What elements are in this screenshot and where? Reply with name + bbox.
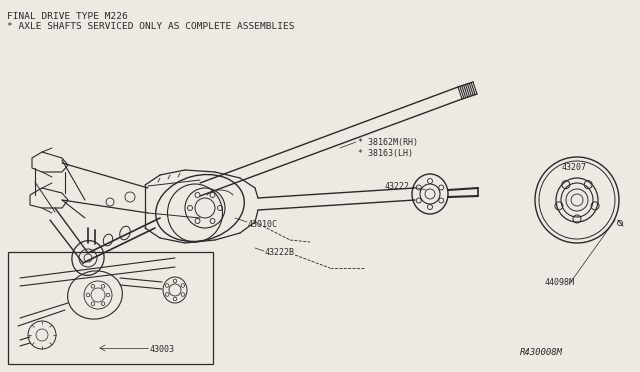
Text: 43222B: 43222B [265, 248, 295, 257]
Text: * 38163(LH): * 38163(LH) [358, 149, 413, 158]
Text: 43003: 43003 [150, 345, 175, 354]
Text: 44098M: 44098M [545, 278, 575, 287]
Text: R430008M: R430008M [520, 348, 563, 357]
Text: 43222: 43222 [385, 182, 410, 191]
Text: 43010C: 43010C [248, 220, 278, 229]
Text: * AXLE SHAFTS SERVICED ONLY AS COMPLETE ASSEMBLIES: * AXLE SHAFTS SERVICED ONLY AS COMPLETE … [7, 22, 294, 31]
Text: * 38162M(RH): * 38162M(RH) [358, 138, 418, 147]
Text: 43207: 43207 [562, 163, 587, 172]
Text: FINAL DRIVE TYPE M226: FINAL DRIVE TYPE M226 [7, 12, 128, 21]
